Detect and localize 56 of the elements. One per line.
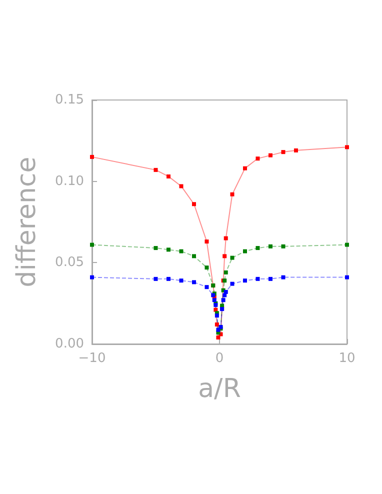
point xyxy=(281,244,286,248)
point xyxy=(345,145,349,150)
point xyxy=(154,246,158,250)
point xyxy=(224,270,228,274)
point xyxy=(268,276,272,281)
y-tick-label: 0.15 xyxy=(55,92,84,108)
point xyxy=(268,244,272,248)
point xyxy=(214,314,219,318)
point xyxy=(222,254,227,258)
point xyxy=(243,278,247,283)
point xyxy=(281,275,286,280)
point xyxy=(216,335,220,340)
point xyxy=(204,266,209,270)
point xyxy=(179,278,184,283)
x-tick-label: 0 xyxy=(215,351,224,366)
x-axis-title: a/R xyxy=(198,374,241,404)
point xyxy=(166,276,170,281)
point xyxy=(345,275,349,280)
point xyxy=(212,298,216,302)
point xyxy=(230,282,234,286)
point xyxy=(204,285,209,290)
point xyxy=(224,290,228,294)
y-tick-label: 0.00 xyxy=(55,336,84,352)
point xyxy=(256,276,260,281)
point xyxy=(154,168,158,172)
point xyxy=(281,150,286,154)
point xyxy=(345,242,349,247)
point xyxy=(204,240,209,244)
point xyxy=(243,249,247,254)
y-tick-label: 0.10 xyxy=(55,174,84,189)
y-tick-label: 0.05 xyxy=(55,255,84,270)
point xyxy=(294,148,298,152)
point xyxy=(230,256,234,260)
point xyxy=(243,166,247,170)
point xyxy=(192,202,196,206)
point xyxy=(179,184,184,188)
point xyxy=(90,154,94,159)
point xyxy=(166,174,170,178)
point xyxy=(154,276,158,281)
x-tick-label: −10 xyxy=(78,351,106,366)
x-tick-label: 10 xyxy=(338,351,356,366)
point xyxy=(179,249,184,254)
point xyxy=(192,280,196,284)
point xyxy=(90,275,94,280)
point xyxy=(221,298,226,302)
point xyxy=(90,242,94,247)
point xyxy=(224,236,228,240)
point xyxy=(256,246,260,250)
point xyxy=(216,328,220,332)
point xyxy=(256,156,260,161)
point xyxy=(268,153,272,158)
point xyxy=(214,322,219,326)
y-axis-title: difference xyxy=(12,156,42,288)
point xyxy=(230,192,234,196)
point xyxy=(192,254,196,258)
point xyxy=(166,248,170,252)
